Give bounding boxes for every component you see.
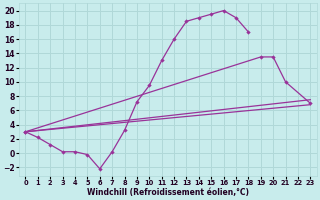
X-axis label: Windchill (Refroidissement éolien,°C): Windchill (Refroidissement éolien,°C) — [87, 188, 249, 197]
